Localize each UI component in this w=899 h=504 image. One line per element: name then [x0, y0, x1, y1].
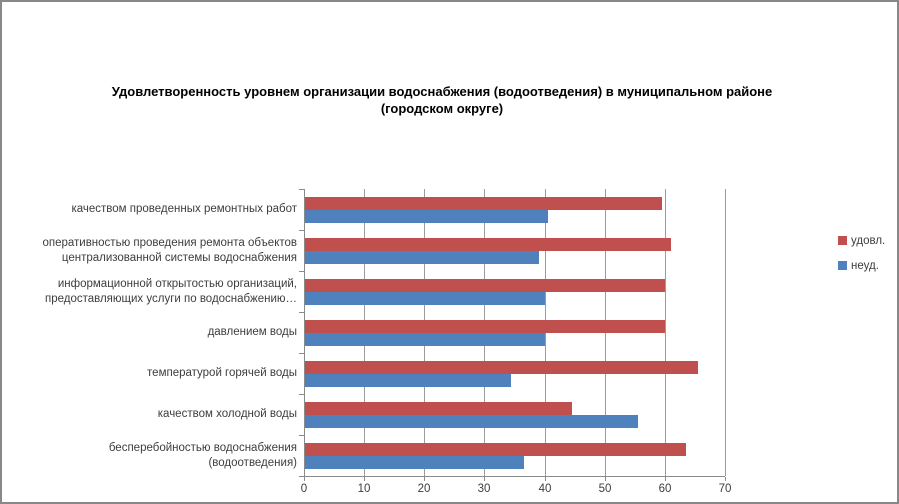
gridline: [725, 189, 726, 476]
x-axis-tick-label: 0: [300, 483, 308, 495]
bar-neud: [305, 374, 511, 387]
legend-swatch-icon: [838, 261, 847, 270]
bar-udovl: [305, 238, 671, 251]
bar-udovl: [305, 197, 662, 210]
x-axis-tick-label: 40: [538, 483, 552, 495]
y-axis-tick: [299, 394, 304, 395]
category-axis-labels: качеством проведенных ремонтных работ опе…: [8, 189, 297, 476]
category-label: давлением воды: [207, 326, 297, 338]
x-axis-tick-label: 50: [598, 483, 612, 495]
bar-udovl: [305, 402, 572, 415]
category-label: оперативностью проведения ремонта объект…: [42, 236, 297, 264]
x-axis-tick-label: 10: [357, 483, 371, 495]
x-axis-tick-label: 30: [477, 483, 491, 495]
category-label: температурой горячей воды: [147, 367, 297, 379]
bar-udovl: [305, 361, 698, 374]
bar-neud: [305, 210, 548, 223]
y-axis-tick: [299, 189, 304, 190]
category-label: качеством холодной воды: [157, 408, 297, 420]
x-axis-tick: [364, 477, 365, 481]
bar-neud: [305, 415, 638, 428]
x-axis-tick-labels: 0 10 20 30 40 50 60 70: [301, 483, 732, 498]
bar-neud: [305, 456, 524, 469]
bar-udovl: [305, 279, 665, 292]
x-axis-tick: [545, 477, 546, 481]
x-axis-tick-label: 70: [718, 483, 732, 495]
x-axis-tick: [605, 477, 606, 481]
bar-udovl: [305, 320, 665, 333]
bar-neud: [305, 333, 545, 346]
legend-label: удовл.: [851, 234, 886, 247]
x-axis-tick: [304, 477, 305, 481]
x-axis-tick-label: 60: [658, 483, 672, 495]
x-axis-line: [304, 476, 725, 477]
y-axis-line: [304, 189, 305, 476]
x-axis-tick: [665, 477, 666, 481]
y-axis-tick: [299, 353, 304, 354]
chart-title: Удовлетворенность уровнем организации во…: [111, 84, 773, 116]
y-axis-tick: [299, 271, 304, 272]
category-label: качеством проведенных ремонтных работ: [71, 203, 297, 215]
category-label: информационной открытостью организаций, …: [44, 277, 297, 305]
y-axis-tick: [299, 476, 304, 477]
y-axis-tick: [299, 312, 304, 313]
legend: удовл. неуд.: [838, 233, 885, 283]
x-axis-tick-label: 20: [417, 483, 431, 495]
legend-swatch-icon: [838, 236, 847, 245]
gridline: [665, 189, 666, 476]
category-label: бесперебойностью водоснабжения (водоотве…: [108, 441, 297, 469]
x-axis-tick: [484, 477, 485, 481]
y-axis-tick: [299, 435, 304, 436]
legend-label: неуд.: [851, 259, 879, 272]
x-axis-tick: [725, 477, 726, 481]
bar-udovl: [305, 443, 686, 456]
plot-area: [299, 189, 726, 481]
y-axis-tick: [299, 230, 304, 231]
bar-neud: [305, 292, 545, 305]
x-axis-tick: [424, 477, 425, 481]
legend-item: неуд.: [838, 258, 885, 273]
legend-item: удовл.: [838, 233, 885, 248]
bar-neud: [305, 251, 539, 264]
